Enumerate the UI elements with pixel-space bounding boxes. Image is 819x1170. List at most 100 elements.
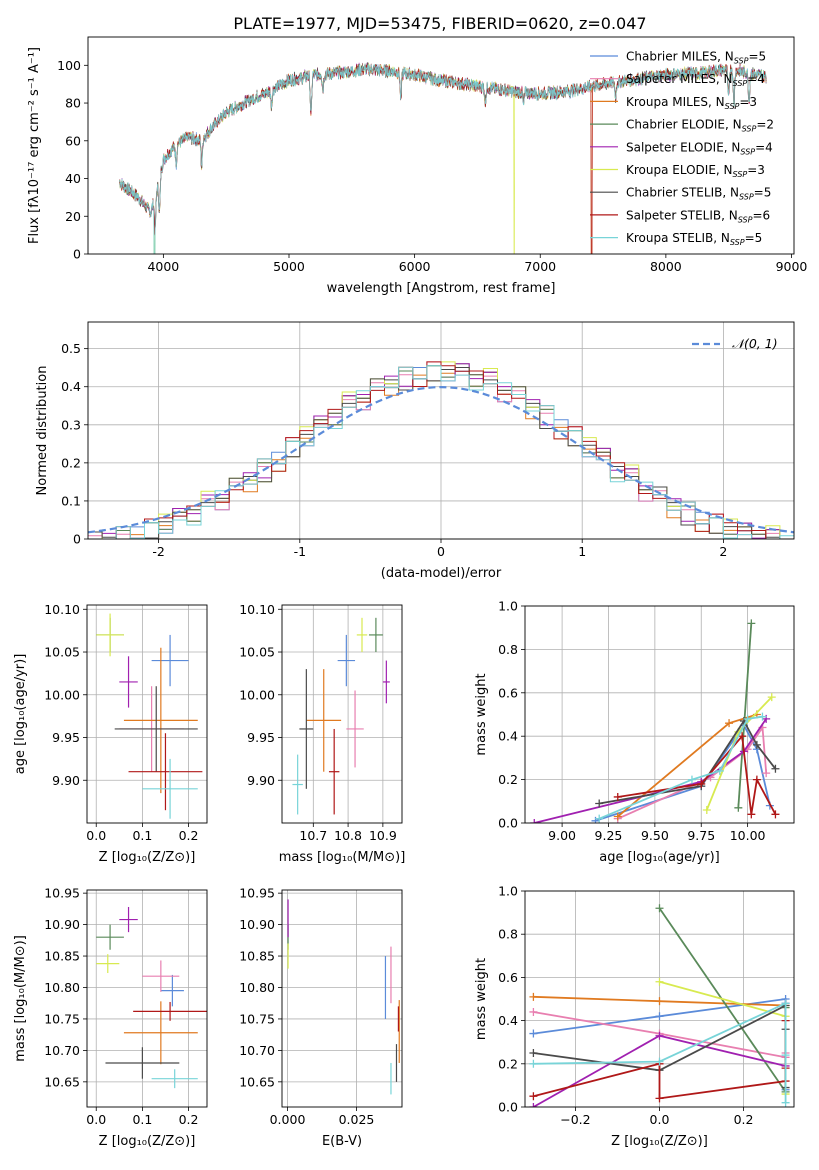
weight-series [529, 904, 790, 1107]
weight-marker [734, 803, 743, 812]
axes-frame [87, 321, 795, 540]
y-tick-label: 10.05 [239, 645, 275, 660]
y-tick-label: 10.95 [44, 886, 80, 901]
x-tick-label: 10.7 [299, 828, 327, 843]
weight-marker [529, 1103, 538, 1107]
y-tick-label: 0.0 [498, 1100, 518, 1115]
y-axis-label: Normed distribution [35, 366, 50, 496]
x-tick-label: 9.75 [687, 828, 715, 843]
y-tick-label: 0.0 [498, 816, 518, 831]
y-axis-label: mass [log₁₀(M/M⊙)] [13, 935, 28, 1062]
weight-marker [743, 714, 752, 723]
x-tick-label: 0.025 [339, 1112, 375, 1127]
x-tick-label: 0 [437, 544, 445, 559]
x-tick-label: 0.000 [270, 1112, 306, 1127]
legend-entry: Salpeter MILES, NSSP=4 [626, 72, 765, 88]
figure-title: PLATE=1977, MJD=53475, FIBERID=0620, z=0… [233, 14, 646, 33]
y-tick-label: 10.70 [44, 1043, 80, 1058]
axes-frame [524, 890, 795, 1108]
weight-marker [529, 1007, 538, 1016]
weight-marker [752, 740, 761, 749]
y-tick-label: 10.00 [44, 687, 80, 702]
legend-entry: 𝒩(0, 1) [732, 336, 778, 351]
x-axis-label: Z [log₁₀(Z/Z⊙)] [99, 1134, 196, 1149]
x-tick-label: 0.2 [179, 1112, 199, 1127]
axes-age_vs_Z: 0.0 0.1 0.2 9.90 9.95 10.00 10.05 10.10 Z [log₁₀… [13, 602, 208, 865]
x-axis-label: wavelength [Angstrom, rest frame] [327, 281, 556, 296]
legend-entry: Salpeter STELIB, NSSP=6 [626, 208, 770, 224]
x-axis-label: mass [log₁₀(M/M⊙)] [279, 850, 406, 865]
y-tick-label: 9.95 [52, 730, 80, 745]
y-tick-label: 9.95 [247, 730, 275, 745]
y-axis-label: mass weight [474, 958, 489, 1040]
axes-mass_vs_Z: 0.0 0.1 0.2 10.65 10.70 10.75 10.80 10.85 10.90 1… [13, 886, 208, 1149]
axes-frame [281, 604, 403, 824]
weight-marker [655, 1031, 664, 1040]
y-tick-label: 10.90 [44, 917, 80, 932]
y-axis-label: age [log₁₀(age/yr)] [13, 654, 28, 775]
x-tick-label: 0.1 [132, 1112, 152, 1127]
weight-marker [595, 814, 604, 823]
weight-marker [655, 1094, 664, 1103]
y-tick-label: 10.95 [239, 886, 275, 901]
x-axis-label: E(B-V) [322, 1134, 362, 1149]
weight-marker [702, 805, 711, 814]
legend-entry: Chabrier STELIB, NSSP=5 [626, 186, 771, 202]
errorbar-points [96, 613, 203, 819]
axes-frame [281, 889, 403, 1108]
legend-entry: Chabrier MILES, NSSP=5 [626, 50, 766, 66]
y-tick-label: 10.65 [239, 1074, 275, 1089]
axes-frame [86, 604, 208, 824]
gaussian-curve [88, 385, 794, 534]
spectrum-lines [119, 62, 767, 254]
y-tick-label: 10.80 [239, 980, 275, 995]
weight-marker [747, 619, 756, 628]
weight-marker [529, 1092, 538, 1101]
x-tick-label: 6000 [399, 259, 431, 274]
axes-spectrum: 4000 5000 6000 7000 8000 9000 0 20 40 60 80 100 wave… [27, 36, 807, 296]
y-tick-label: 0.2 [498, 772, 518, 787]
errorbar-points [287, 899, 400, 1095]
y-tick-label: 0.6 [498, 970, 518, 985]
y-tick-label: 0.2 [61, 455, 81, 470]
weight-marker [655, 1012, 664, 1021]
y-tick-label: 0 [73, 532, 81, 547]
weight-marker [655, 1057, 664, 1066]
y-tick-label: 0.5 [61, 341, 81, 356]
x-tick-label: 0.0 [86, 1112, 106, 1127]
weight-marker [529, 992, 538, 1001]
x-tick-label: 0.0 [86, 828, 106, 843]
x-axis-label: Z [log₁₀(Z/Z⊙)] [611, 1134, 708, 1149]
x-tick-label: 2 [719, 544, 727, 559]
y-tick-label: 10.75 [239, 1011, 275, 1026]
weight-marker [747, 810, 756, 819]
weight-marker [781, 999, 790, 1008]
weight-marker [762, 769, 771, 778]
axes-frame [87, 36, 795, 255]
y-tick-label: 100 [57, 58, 81, 73]
x-tick-label: 9.00 [548, 828, 576, 843]
y-tick-label: 10.75 [44, 1011, 80, 1026]
weight-marker [697, 779, 706, 788]
x-tick-label: 1 [578, 544, 586, 559]
weight-marker [613, 792, 622, 801]
x-tick-label: -2 [152, 544, 164, 559]
x-tick-label: 10.9 [369, 828, 397, 843]
weight-marker [771, 810, 780, 819]
weight-marker [530, 819, 539, 823]
legend-entry: Kroupa ELODIE, NSSP=3 [626, 163, 765, 179]
y-tick-label: 0.8 [498, 927, 518, 942]
y-tick-label: 9.90 [52, 773, 80, 788]
legend-entry: Kroupa MILES, NSSP=3 [626, 95, 757, 111]
weight-line [658, 907, 787, 1095]
histogram-series [88, 361, 794, 539]
axes-weight_vs_Z: −0.2 0.0 0.2 0.0 0.2 0.4 0.6 0.8 1.0 Z [log₁₀(Z/Z… [474, 884, 795, 1149]
weight-marker [655, 904, 664, 913]
y-tick-label: 40 [65, 171, 81, 186]
y-tick-label: 0.4 [61, 379, 81, 394]
errorbar-points [96, 906, 207, 1089]
weight-marker [595, 799, 604, 808]
y-tick-label: 1.0 [498, 599, 518, 614]
legend-entry: Kroupa STELIB, NSSP=5 [626, 231, 762, 247]
